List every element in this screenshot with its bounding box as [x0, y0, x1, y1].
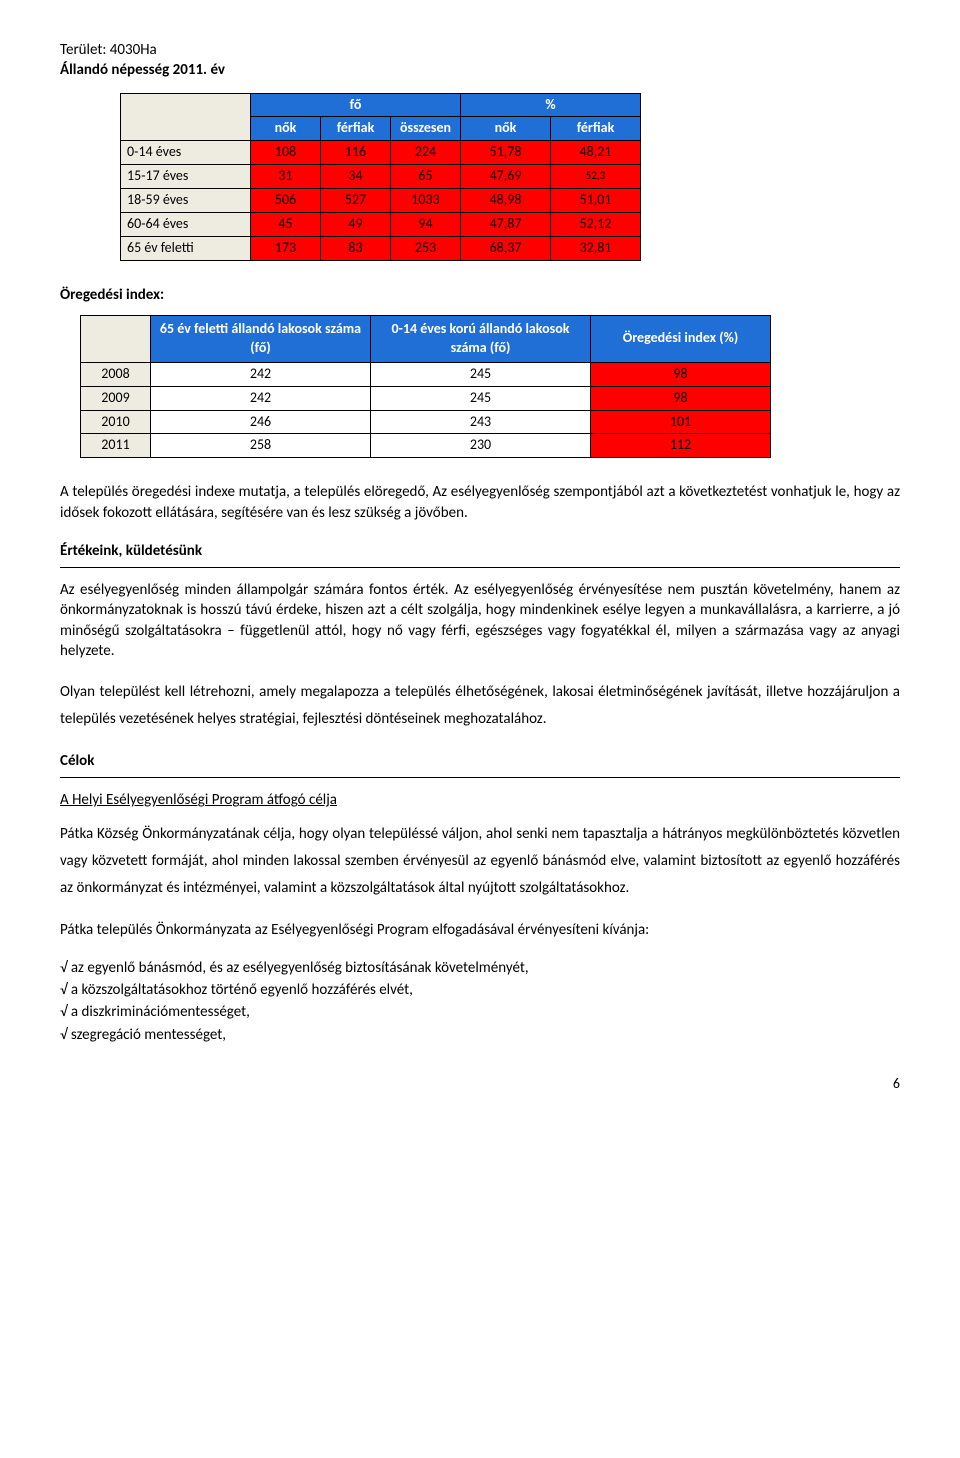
cell: 49 [321, 212, 391, 236]
cell: 98 [591, 386, 771, 410]
cell: 48,21 [551, 141, 641, 165]
sub-h-0: nők [251, 117, 321, 141]
cell: 34 [321, 165, 391, 189]
col-fo: fő [251, 93, 461, 117]
cell: 98 [591, 362, 771, 386]
area-label: Terület: 4030Ha [60, 40, 900, 60]
cell: 230 [371, 434, 591, 458]
row-label: 65 év feletti [121, 236, 251, 260]
table-row: 65 év feletti 173 83 253 68,37 32,81 [121, 236, 641, 260]
cell: 94 [391, 212, 461, 236]
cell: 52,12 [551, 212, 641, 236]
page-number: 6 [60, 1075, 900, 1094]
aging-index-label: Öregedési index: [60, 285, 900, 305]
cell: 253 [391, 236, 461, 260]
section-goals-title: Célok [60, 751, 900, 778]
blank-header [121, 93, 251, 141]
cell: 1033 [391, 189, 461, 213]
row-label: 18-59 éves [121, 189, 251, 213]
year-cell: 2011 [81, 434, 151, 458]
cell: 52,3 [551, 165, 641, 189]
cell: 246 [151, 410, 371, 434]
population-table: fő % nők férfiak összesen nők férfiak 0-… [120, 93, 641, 261]
cell: 32,81 [551, 236, 641, 260]
year-cell: 2010 [81, 410, 151, 434]
cell: 506 [251, 189, 321, 213]
t2-h0: 65 év feletti állandó lakosok száma (fő) [151, 315, 371, 362]
cell: 173 [251, 236, 321, 260]
year-cell: 2009 [81, 386, 151, 410]
t2-h1: 0-14 éves korú állandó lakosok száma (fő… [371, 315, 591, 362]
t2-h2: Öregedési index (%) [591, 315, 771, 362]
cell: 47,87 [461, 212, 551, 236]
aging-index-table: 65 év feletti állandó lakosok száma (fő)… [80, 315, 771, 458]
table-row: 2009 242 245 98 [81, 386, 771, 410]
year-cell: 2008 [81, 362, 151, 386]
table-row: 18-59 éves 506 527 1033 48,98 51,01 [121, 189, 641, 213]
sub-h-1: férfiak [321, 117, 391, 141]
cell: 47,69 [461, 165, 551, 189]
cell: 245 [371, 386, 591, 410]
subtitle: Állandó népesség 2011. év [60, 60, 900, 80]
cell: 51,78 [461, 141, 551, 165]
sub-h-2: összesen [391, 117, 461, 141]
cell: 108 [251, 141, 321, 165]
section-values-title: Értékeink, küldetésünk [60, 541, 900, 568]
cell: 31 [251, 165, 321, 189]
cell: 83 [321, 236, 391, 260]
page-header: Terület: 4030Ha Állandó népesség 2011. é… [60, 40, 900, 81]
row-label: 15-17 éves [121, 165, 251, 189]
table-row: 2010 246 243 101 [81, 410, 771, 434]
cell: 527 [321, 189, 391, 213]
cell: 45 [251, 212, 321, 236]
table-row: 60-64 éves 45 49 94 47,87 52,12 [121, 212, 641, 236]
table-row: 2008 242 245 98 [81, 362, 771, 386]
col-pct: % [461, 93, 641, 117]
paragraph: A település öregedési indexe mutatja, a … [60, 482, 900, 523]
cell: 48,98 [461, 189, 551, 213]
cell: 65 [391, 165, 461, 189]
cell: 224 [391, 141, 461, 165]
paragraph: Olyan települést kell létrehozni, amely … [60, 679, 900, 733]
cell: 245 [371, 362, 591, 386]
sub-h-3: nők [461, 117, 551, 141]
table-row: 0-14 éves 108 116 224 51,78 48,21 [121, 141, 641, 165]
goals-subtitle: A Helyi Esélyegyenlőségi Program átfogó … [60, 790, 900, 810]
list-item: √ a közszolgáltatásokhoz történő egyenlő… [60, 980, 900, 1000]
cell: 101 [591, 410, 771, 434]
list-item: √ szegregáció mentességet, [60, 1025, 900, 1045]
bullet-list: √ az egyenlő bánásmód, és az esélyegyenl… [60, 958, 900, 1045]
paragraph: Az esélyegyenlőség minden állampolgár sz… [60, 580, 900, 661]
row-label: 60-64 éves [121, 212, 251, 236]
blank-header [81, 315, 151, 362]
row-label: 0-14 éves [121, 141, 251, 165]
paragraph: Pátka Község Önkormányzatának célja, hog… [60, 821, 900, 902]
paragraph: Pátka település Önkormányzata az Esélyeg… [60, 920, 900, 940]
table-row: 15-17 éves 31 34 65 47,69 52,3 [121, 165, 641, 189]
cell: 243 [371, 410, 591, 434]
cell: 258 [151, 434, 371, 458]
cell: 68,37 [461, 236, 551, 260]
list-item: √ az egyenlő bánásmód, és az esélyegyenl… [60, 958, 900, 978]
cell: 51,01 [551, 189, 641, 213]
cell: 242 [151, 386, 371, 410]
cell: 116 [321, 141, 391, 165]
cell: 242 [151, 362, 371, 386]
cell: 112 [591, 434, 771, 458]
list-item: √ a diszkriminációmentességet, [60, 1002, 900, 1022]
table-row: 2011 258 230 112 [81, 434, 771, 458]
sub-h-4: férfiak [551, 117, 641, 141]
